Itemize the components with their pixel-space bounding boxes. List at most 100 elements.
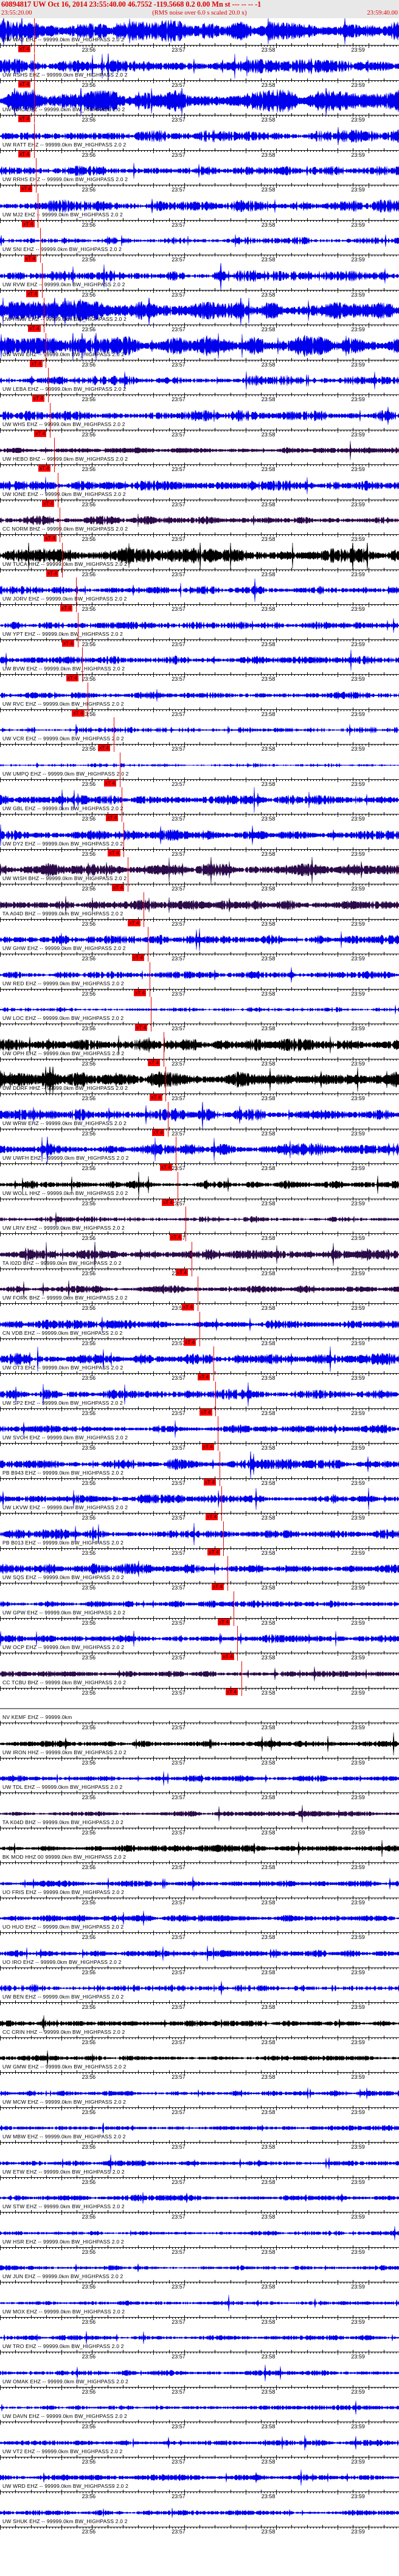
pick-marker-label[interactable]: xT 4 xyxy=(135,1024,148,1031)
trace-row[interactable]: UW WHS EHZ -- 99999.0km BW_HIGHPASS 2.0 … xyxy=(0,402,399,438)
trace-row[interactable]: UW WA2 EHZ -- 99999.0km BW_HIGHPASS 2.0 … xyxy=(0,18,399,53)
axis-tick xyxy=(36,849,38,851)
axis-tick xyxy=(43,219,44,222)
pick-marker-label[interactable]: xT 4 xyxy=(111,884,125,891)
trace-row[interactable]: UW RVW EHZ -- 99999.0km BW_HIGHPASS 2.0 … xyxy=(0,263,399,298)
trace-row[interactable]: TA I02D BHZ -- 99999.0km BW_HIGHPASS 2.0… xyxy=(0,1241,399,1276)
trace-row[interactable]: UW WOLL HHZ -- 99999.0km BW_HIGHPASS 2.0… xyxy=(0,1171,399,1207)
trace-row[interactable]: UW OPH EHZ -- 99999.0km BW_HIGHPASS 2.0 … xyxy=(0,1031,399,1067)
axis-tick xyxy=(310,1128,311,1131)
axis-tick xyxy=(319,918,320,921)
trace-row[interactable]: UW RRHS EHZ -- 99999.0km BW_HIGHPASS 2.0… xyxy=(0,158,399,193)
pick-marker-line[interactable] xyxy=(82,647,83,682)
pick-marker-line[interactable] xyxy=(75,577,77,612)
axis-tick xyxy=(18,1024,19,1025)
pick-marker-label[interactable]: xT 4 xyxy=(38,465,50,472)
pick-marker-label[interactable]: xT 4 xyxy=(159,1164,172,1171)
pick-marker-label[interactable]: xT 4 xyxy=(134,989,147,996)
pick-marker-label[interactable]: xT 4 xyxy=(61,639,75,647)
pick-marker-label[interactable]: xT 4 xyxy=(20,185,33,192)
pick-marker-label[interactable]: xT 4 xyxy=(46,570,59,577)
pick-marker-label[interactable]: xT 4 xyxy=(161,1199,175,1206)
trace-row[interactable]: UW UMPQ EHZ -- 99999.0km BW_HIGHPASS 2.0… xyxy=(0,752,399,787)
pick-marker-label[interactable]: xT 4 xyxy=(98,745,111,751)
pick-marker-label[interactable]: xT 4 xyxy=(18,46,31,52)
pick-marker-label[interactable]: xT 4 xyxy=(60,605,72,611)
trace-row[interactable]: UW BVW EHZ -- 99999.0km BW_HIGHPASS 2.0 … xyxy=(0,647,399,683)
trace-row[interactable]: UW LRIV EHZ -- 99999.0km BW_HIGHPASS 2.0… xyxy=(0,1207,399,1242)
pick-marker-label[interactable]: xT 4 xyxy=(150,1094,162,1101)
pick-marker-line[interactable] xyxy=(33,18,35,53)
pick-marker-label[interactable]: xT 4 xyxy=(170,1234,182,1241)
trace-row[interactable]: UW RVC EHZ -- 99999.0km BW_HIGHPASS 2.0 … xyxy=(0,682,399,717)
pick-marker-label[interactable]: xT 4 xyxy=(18,115,31,122)
pick-marker-line[interactable] xyxy=(41,263,43,298)
trace-row[interactable]: CC NORM BHZ -- 99999.0km BW_HIGHPASS 2.0… xyxy=(0,508,399,543)
axis-tick xyxy=(156,534,158,536)
axis-tick xyxy=(285,1163,286,1165)
trace-row[interactable]: UW GBL EHZ -- 99999.0km BW_HIGHPASS 2.0 … xyxy=(0,787,399,822)
trace-row[interactable]: UW LOC EHZ -- 99999.0km BW_HIGHPASS 2.0 … xyxy=(0,997,399,1032)
pick-marker-label[interactable]: xT 4 xyxy=(26,290,39,297)
pick-marker-label[interactable]: xT 4 xyxy=(106,814,119,821)
trace-row[interactable]: UW UWFH EHZ -- 99999.0km BW_HIGHPASS 2.0… xyxy=(0,1137,399,1172)
pick-marker-label[interactable]: xT 4 xyxy=(108,849,120,856)
pick-marker-label[interactable]: xT 4 xyxy=(32,395,45,402)
pick-marker-label[interactable]: xT 4 xyxy=(66,675,78,681)
trace-row[interactable]: UW GHW EHZ -- 99999.0km BW_HIGHPASS 2.0 … xyxy=(0,927,399,962)
pick-marker-label[interactable]: xT 4 xyxy=(151,1129,164,1136)
trace-row[interactable]: UW JORV EHZ -- 99999.0km BW_HIGHPASS 2.0… xyxy=(0,577,399,613)
pick-marker-line[interactable] xyxy=(47,368,49,402)
pick-marker-line[interactable] xyxy=(33,53,35,88)
pick-marker-label[interactable]: xT 4 xyxy=(44,535,57,542)
axis-tick xyxy=(18,185,19,187)
pick-marker-line[interactable] xyxy=(33,88,35,123)
trace-row[interactable]: UW WIW EHZ -- 99999.0km BW_HIGHPASS 2.0 … xyxy=(0,332,399,368)
pick-marker-label[interactable]: xT 4 xyxy=(131,954,145,961)
pick-marker-line[interactable] xyxy=(165,1067,167,1101)
trace-row[interactable]: UW WISH BHZ -- 99999.0km BW_HIGHPASS 2.0… xyxy=(0,857,399,892)
trace-row[interactable]: UW WRW EHZ -- 99999.0km BW_HIGHPASS 2.0 … xyxy=(0,1101,399,1137)
pick-marker-line[interactable] xyxy=(123,822,125,857)
axis-tick xyxy=(156,80,158,82)
axis-tick xyxy=(49,394,50,396)
pick-marker-label[interactable]: xT 4 xyxy=(103,779,117,787)
axis-tick xyxy=(144,1128,145,1131)
trace-row[interactable]: UW YPT EHZ -- 99999.0km BW_HIGHPASS 2.0 … xyxy=(0,612,399,647)
pick-marker-line[interactable] xyxy=(33,123,35,158)
trace-row[interactable]: UW RED EHZ -- 99999.0km BW_HIGHPASS 2.0 … xyxy=(0,962,399,997)
pick-marker-label[interactable]: xT 4 xyxy=(28,325,41,332)
trace-row[interactable]: UW MJ2 EHZ -- 99999.0km BW_HIGHPASS 2.0 … xyxy=(0,193,399,228)
pick-marker-label[interactable]: xT 4 xyxy=(34,430,47,437)
trace-row[interactable]: UW SNI EHZ -- 99999.0km BW_HIGHPASS 2.0 … xyxy=(0,228,399,263)
trace-row[interactable]: UW HWW EHZ -- 99999.0km BW_HIGHPASS 2.0 … xyxy=(0,298,399,333)
axis-tick xyxy=(313,674,314,676)
trace-row[interactable]: UW WAC EHZ -- 99999.0km BW_HIGHPASS 2.0 … xyxy=(0,88,399,123)
trace-row[interactable]: UW IONE EHZ -- 99999.0km BW_HIGHPASS 2.0… xyxy=(0,472,399,508)
pick-marker-line[interactable] xyxy=(40,228,41,263)
trace-row[interactable]: UW RATT EHZ -- 99999.0km BW_HIGHPASS 2.0… xyxy=(0,123,399,158)
trace-row[interactable]: UW VCR EHZ -- 99999.0km BW_HIGHPASS 2.0 … xyxy=(0,717,399,752)
trace-row[interactable]: UW TUCA HHZ -- 99999.0km BW_HIGHPASS 2.0… xyxy=(0,542,399,577)
pick-marker-line[interactable] xyxy=(61,542,63,577)
trace-row[interactable]: UW RSHS EHZ -- 99999.0km BW_HIGHPASS 2.0… xyxy=(0,53,399,88)
trace-row[interactable]: UW DY2 EHZ -- 99999.0km BW_HIGHPASS 2.0 … xyxy=(0,822,399,857)
pick-marker-label[interactable]: xT 4 xyxy=(148,1059,161,1066)
axis-tick xyxy=(125,115,127,117)
trace-row[interactable]: UW DDRF HHZ -- 99999.0km BW_HIGHPASS 2.0… xyxy=(0,1067,399,1102)
axis-tick xyxy=(58,954,59,956)
trace-row[interactable]: UW HEBO BHZ -- 99999.0km BW_HIGHPASS 2.0… xyxy=(0,438,399,473)
axis-tick xyxy=(291,323,293,326)
pick-marker-label[interactable]: xT 4 xyxy=(22,220,35,227)
pick-marker-label[interactable]: xT 4 xyxy=(72,709,85,717)
pick-marker-label[interactable]: xT 4 xyxy=(42,500,55,507)
pick-marker-label[interactable]: xT 4 xyxy=(18,80,31,88)
pick-marker-label[interactable]: xT 4 xyxy=(128,919,141,926)
pick-marker-label[interactable]: xT 4 xyxy=(24,255,36,262)
pick-marker-label[interactable]: xT 4 xyxy=(18,150,31,157)
pick-marker-label[interactable]: xT 4 xyxy=(30,360,43,367)
trace-row[interactable]: UW LEBA EHZ -- 99999.0km BW_HIGHPASS 2.0… xyxy=(0,368,399,403)
pick-marker-line[interactable] xyxy=(54,438,55,472)
trace-row[interactable]: TA A04D BHZ -- 99999.0km BW_HIGHPASS 2.0… xyxy=(0,892,399,927)
axis-tick xyxy=(196,464,197,466)
